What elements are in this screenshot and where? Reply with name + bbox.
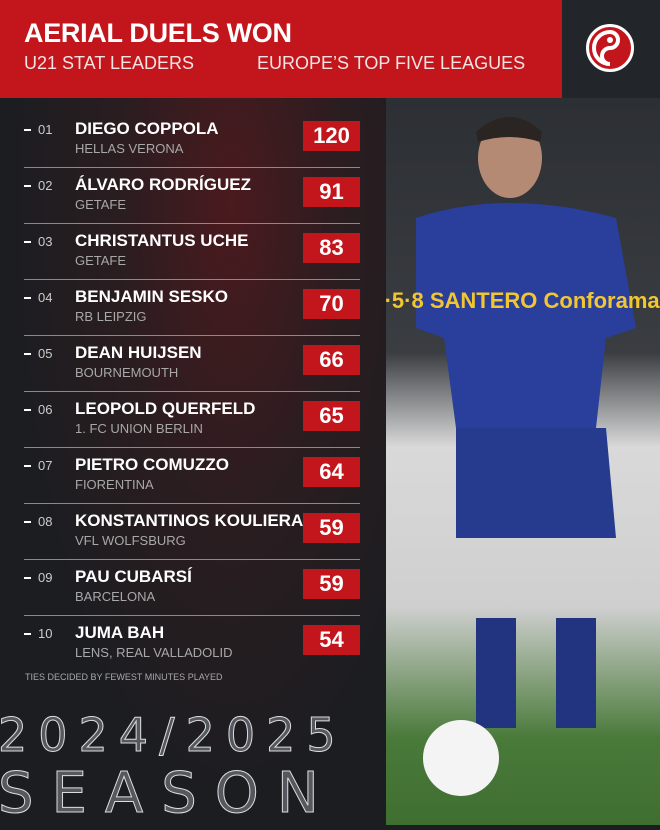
dash-marker <box>24 633 31 635</box>
dash-marker <box>24 409 31 411</box>
subtitle-left: U21 STAT LEADERS <box>24 53 195 73</box>
rank: 06 <box>38 402 53 417</box>
dash-marker <box>24 465 31 467</box>
stat-value: 66 <box>303 345 360 375</box>
leader-row: 08 KONSTANTINOS KOULIERAKIS VFL WOLFSBUR… <box>24 504 360 560</box>
subtitle-right: EUROPE’S TOP FIVE LEAGUES <box>257 53 526 73</box>
player-name: CHRISTANTUS UCHE <box>75 231 249 250</box>
stat-value: 65 <box>303 401 360 431</box>
rank: 03 <box>38 234 53 249</box>
team-name: 1. FC UNION BERLIN <box>75 421 203 436</box>
leader-row: 01 DIEGO COPPOLA HELLAS VERONA 120 <box>24 112 360 168</box>
player-name: ÁLVARO RODRÍGUEZ <box>75 175 251 194</box>
leader-row: 09 PAU CUBARSÍ BARCELONA 59 <box>24 560 360 616</box>
team-name: HELLAS VERONA <box>75 141 184 156</box>
player-name: LEOPOLD QUERFELD <box>75 399 256 418</box>
team-name: RB LEIPZIG <box>75 309 147 324</box>
stat-value: 83 <box>303 233 360 263</box>
rank: 05 <box>38 346 53 361</box>
team-name: VFL WOLFSBURG <box>75 533 186 548</box>
player-name: JUMA BAH <box>75 623 165 642</box>
team-name: FIORENTINA <box>75 477 154 492</box>
dash-marker <box>24 521 31 523</box>
team-name: GETAFE <box>75 197 127 212</box>
player-name: PAU CUBARSÍ <box>75 567 192 586</box>
brand-logo-icon <box>586 24 634 72</box>
season-years: 2024/2025 <box>0 708 347 762</box>
leader-row: 03 CHRISTANTUS UCHE GETAFE 83 <box>24 224 360 280</box>
dash-marker <box>24 241 31 243</box>
rank: 01 <box>38 122 53 137</box>
rank: 07 <box>38 458 53 473</box>
player-name: BENJAMIN SESKO <box>75 287 229 306</box>
rank: 08 <box>38 514 53 529</box>
player-name: DIEGO COPPOLA <box>75 119 219 138</box>
dash-marker <box>24 297 31 299</box>
player-photo: 9·5·8 SANTERO Conforama <box>372 98 660 825</box>
rank: 02 <box>38 178 53 193</box>
dash-marker <box>24 129 31 131</box>
leader-row: 10 JUMA BAH LENS, REAL VALLADOLID 54 <box>24 616 360 672</box>
team-name: GETAFE <box>75 253 127 268</box>
stat-value: 64 <box>303 457 360 487</box>
stat-value: 91 <box>303 177 360 207</box>
page-title: AERIAL DUELS WON <box>24 18 292 48</box>
player-name: DEAN HUIJSEN <box>75 343 202 362</box>
stat-value: 59 <box>303 569 360 599</box>
stat-value: 120 <box>303 121 360 151</box>
leader-row: 05 DEAN HUIJSEN BOURNEMOUTH 66 <box>24 336 360 392</box>
jersey-sponsor: 9·5·8 SANTERO Conforama <box>386 288 660 313</box>
rank: 04 <box>38 290 53 305</box>
header-banner: AERIAL DUELS WON U21 STAT LEADERS EUROPE… <box>0 0 562 98</box>
stat-value: 54 <box>303 625 360 655</box>
dash-marker <box>24 185 31 187</box>
player-name: PIETRO COMUZZO <box>75 455 229 474</box>
leader-row: 06 LEOPOLD QUERFELD 1. FC UNION BERLIN 6… <box>24 392 360 448</box>
team-name: BOURNEMOUTH <box>75 365 179 380</box>
player-name: KONSTANTINOS KOULIERAKIS <box>75 511 332 530</box>
season-word: SEASON <box>0 761 337 826</box>
rank: 09 <box>38 570 53 585</box>
dash-marker <box>24 577 31 579</box>
dash-marker <box>24 353 31 355</box>
leader-row: 07 PIETRO COMUZZO FIORENTINA 64 <box>24 448 360 504</box>
team-name: LENS, REAL VALLADOLID <box>75 645 233 660</box>
team-name: BARCELONA <box>75 589 156 604</box>
stat-value: 59 <box>303 513 360 543</box>
stat-value: 70 <box>303 289 360 319</box>
rank: 10 <box>38 626 53 641</box>
leader-row: 02 ÁLVARO RODRÍGUEZ GETAFE 91 <box>24 168 360 224</box>
ties-note: TIES DECIDED BY FEWEST MINUTES PLAYED <box>25 672 223 682</box>
leader-row: 04 BENJAMIN SESKO RB LEIPZIG 70 <box>24 280 360 336</box>
